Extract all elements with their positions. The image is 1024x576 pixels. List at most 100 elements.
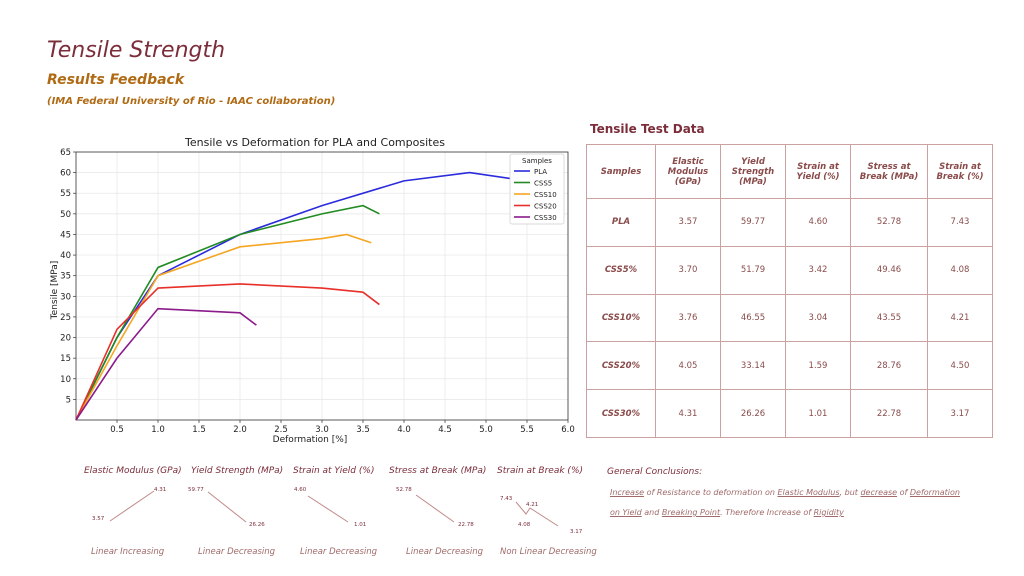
x-tick-label: 4.0	[397, 425, 411, 435]
table-cell: CSS20%	[586, 341, 656, 391]
table-cell: PLA	[586, 198, 656, 247]
legend-title: Samples	[522, 157, 552, 165]
y-tick-label: 50	[60, 210, 71, 220]
chart-grid	[76, 151, 569, 420]
table-cell: 3.76	[655, 293, 721, 343]
page-subtitle: Results Feedback	[47, 72, 185, 88]
y-tick-label: 40	[60, 251, 71, 261]
table-header: Strain at Break (%)	[927, 144, 993, 199]
x-tick-label: 1.5	[192, 425, 206, 435]
value-label: 3.17	[570, 529, 583, 535]
value-label: 4.21	[526, 502, 538, 508]
table-row: CSS5% 3.70 51.79 3.42 49.46 4.08	[586, 245, 993, 295]
chart-legend: Samples PLA CSS5 CSS10 CSS20 CSS30	[509, 153, 565, 225]
table-cell: 26.26	[720, 389, 786, 438]
conclusions-title: General Conclusions:	[607, 467, 703, 477]
text-span: of Resistance to deformation on	[644, 488, 778, 497]
underlined-term: Increase	[610, 488, 645, 497]
table-cell: 33.14	[720, 341, 786, 391]
table-cell: 28.76	[850, 341, 928, 391]
value-label: 3.57	[92, 516, 105, 522]
legend-label: CSS10	[534, 191, 557, 199]
legend-label: CSS5	[534, 180, 552, 188]
series-line-pla	[75, 171, 544, 421]
table-cell: 4.08	[927, 245, 993, 295]
mini-footer-yield: Linear Decreasing	[198, 547, 276, 557]
mini-chart-strain-break: 7.43 4.08 4.21 3.17	[500, 496, 583, 535]
table-cell: 59.77	[720, 198, 786, 247]
trend-line	[207, 491, 247, 523]
table-row: CSS30% 4.31 26.26 1.01 22.78 3.17	[586, 389, 993, 438]
value-label: 7.43	[500, 496, 513, 502]
table-cell: 7.43	[927, 198, 993, 247]
value-label: 1.01	[354, 522, 366, 528]
x-tick-label: 1.0	[151, 425, 165, 435]
table-cell: 49.46	[850, 245, 928, 295]
table-cell: CSS10%	[586, 293, 656, 343]
mini-footer-strain-break: Non Linear Decreasing	[500, 547, 597, 557]
y-tick-label: 30	[60, 292, 71, 302]
y-axis-label: Tensile [MPa]	[50, 261, 60, 321]
legend-label: CSS20	[534, 203, 557, 211]
table-header: Samples	[586, 144, 656, 199]
table-cell: 3.57	[655, 198, 721, 247]
series-line-css5	[75, 204, 380, 421]
table-cell: 51.79	[720, 245, 786, 295]
series-line-css20	[75, 283, 380, 421]
table-row: PLA 3.57 59.77 4.60 52.78 7.43	[586, 198, 993, 247]
conclusions-text: Increase of Resistance to deformation on…	[610, 483, 970, 523]
mini-title-elastic: Elastic Modulus (GPa)	[84, 466, 182, 476]
mini-title-strain-break: Strain at Break (%)	[497, 466, 584, 476]
text-span: . Therefore Increase of	[720, 508, 814, 517]
page-title: Tensile Strength	[47, 38, 226, 63]
table-cell: 46.55	[720, 293, 786, 343]
y-tick-label: 5	[66, 395, 71, 405]
table-cell: 4.21	[927, 293, 993, 343]
trend-line	[515, 501, 559, 527]
x-tick-label: 4.5	[438, 425, 452, 435]
x-tick-label: 5.0	[479, 425, 493, 435]
mini-title-stress-break: Stress at Break (MPa)	[389, 466, 487, 476]
text-span: , but	[839, 488, 861, 497]
trend-line	[415, 494, 455, 523]
x-tick-label: 5.5	[520, 425, 534, 435]
legend-label: CSS30	[534, 214, 557, 222]
mini-chart-yield: 59.77 26.26	[188, 487, 265, 528]
value-label: 4.08	[518, 522, 531, 528]
series-line-css10	[75, 233, 372, 421]
underlined-term: decrease	[860, 488, 898, 497]
table-cell: 52.78	[850, 198, 928, 247]
table-header: Stress at Break (MPa)	[850, 144, 928, 199]
series-line-css30	[75, 307, 257, 421]
trend-line	[109, 490, 155, 522]
table-row: CSS20% 4.05 33.14 1.59 28.76 4.50	[586, 341, 993, 391]
table-cell: 4.60	[785, 198, 851, 247]
tensile-line-chart: Tensile vs Deformation for PLA and Compo…	[50, 136, 575, 445]
table-cell: 3.17	[927, 389, 993, 438]
table-cell: 3.70	[655, 245, 721, 295]
mini-footer-stress-break: Linear Decreasing	[406, 547, 484, 557]
x-tick-label: 6.0	[561, 425, 575, 435]
table-cell: 1.01	[785, 389, 851, 438]
table-cell: CSS5%	[586, 245, 656, 295]
x-tick-label: 3.0	[315, 425, 329, 435]
tensile-data-table: Samples Elastic Modulus (GPa) Yield Stre…	[586, 144, 993, 438]
table-header-row: Samples Elastic Modulus (GPa) Yield Stre…	[586, 144, 993, 199]
table-cell: 43.55	[850, 293, 928, 343]
y-tick-label: 45	[60, 230, 71, 240]
table-title: Tensile Test Data	[590, 122, 705, 136]
table-cell: 1.59	[785, 341, 851, 391]
mini-footer-elastic: Linear Increasing	[91, 547, 165, 557]
table-cell: 3.42	[785, 245, 851, 295]
underlined-term: Breaking Point	[661, 508, 721, 517]
value-label: 52.78	[396, 487, 412, 493]
legend-label: PLA	[534, 168, 547, 176]
x-tick-label: 0.5	[110, 425, 124, 435]
mini-footer-strain-yield: Linear Decreasing	[300, 547, 378, 557]
table-header: Strain at Yield (%)	[785, 144, 851, 199]
affiliation-text: (IMA Federal University of Rio - IAAC co…	[47, 96, 336, 107]
value-label: 59.77	[188, 487, 204, 493]
chart-series	[75, 171, 544, 421]
y-tick-label: 15	[60, 354, 71, 364]
value-label: 4.31	[154, 487, 166, 493]
